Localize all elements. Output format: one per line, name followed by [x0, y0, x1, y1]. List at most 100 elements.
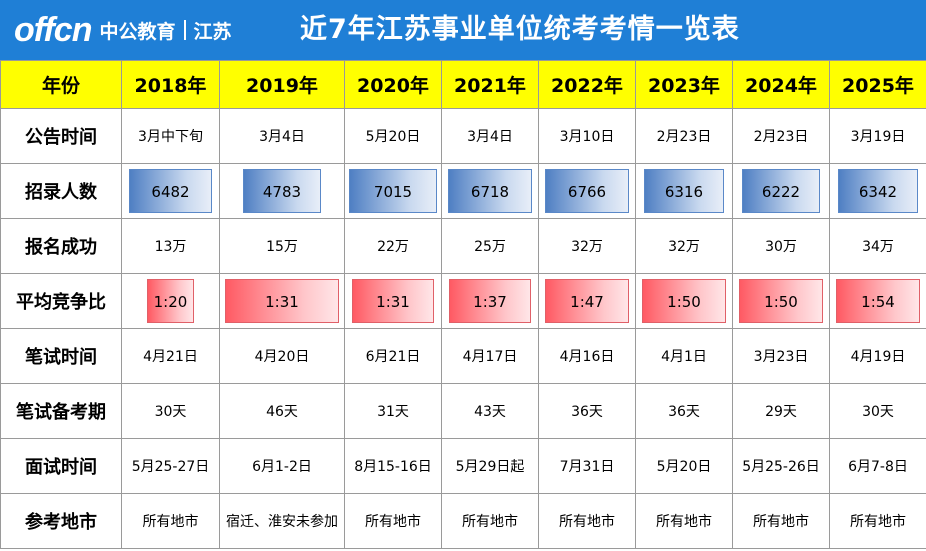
table-cell: 43天 — [441, 383, 539, 439]
table-cell: 6月7-8日 — [829, 438, 926, 494]
ratio-bar: 1:20 — [147, 279, 194, 323]
applicants-row: 报名成功 13万 15万 22万 25万 32万 32万 30万 34万 — [0, 218, 926, 274]
table-cell: 6月1-2日 — [219, 438, 345, 494]
table-cell: 8月15-16日 — [344, 438, 442, 494]
table-cell: 所有地市 — [538, 493, 636, 549]
competition-ratio-row: 平均竞争比 1:20 1:31 1:31 1:37 1:47 1:50 1:50 1:54 — [0, 273, 926, 329]
year-cell: 2025年 — [829, 60, 926, 109]
table-cell: 所有地市 — [121, 493, 220, 549]
recruit-bar: 7015 — [348, 169, 438, 213]
table-cell: 5月25-27日 — [121, 438, 220, 494]
year-cell: 2021年 — [441, 60, 539, 109]
corner-cell: 年份 — [0, 60, 122, 109]
table-cell: 7015 — [344, 163, 442, 219]
recruit-bar: 6222 — [741, 169, 821, 213]
row-label: 平均竞争比 — [0, 273, 122, 329]
table-cell: 1:50 — [635, 273, 733, 329]
year-cell: 2020年 — [344, 60, 442, 109]
logo-region: 江苏 — [193, 20, 232, 43]
recruit-bar: 6718 — [447, 169, 533, 213]
table-cell: 4月1日 — [635, 328, 733, 384]
table-cell: 所有地市 — [344, 493, 442, 549]
year-cell: 2022年 — [538, 60, 636, 109]
table-cell: 32万 — [538, 218, 636, 274]
logo-divider — [183, 20, 186, 40]
table-cell: 5月20日 — [344, 108, 442, 164]
logo-text: offcn — [14, 11, 92, 49]
table-cell: 4月19日 — [829, 328, 926, 384]
announce-date-row: 公告时间 3月中下旬 3月4日 5月20日 3月4日 3月10日 2月23日 2月23日 3月1… — [0, 108, 926, 164]
page-title: 近7年江苏事业单位统考考情一览表 — [300, 14, 740, 45]
logo-cn: 中公教育 — [99, 20, 176, 43]
table-cell: 4月21日 — [121, 328, 220, 384]
ratio-bar: 1:54 — [835, 279, 921, 323]
table-cell: 5月29日起 — [441, 438, 539, 494]
row-label: 笔试时间 — [0, 328, 122, 384]
recruit-bar: 6342 — [838, 169, 918, 213]
year-cell: 2023年 — [635, 60, 733, 109]
row-label: 面试时间 — [0, 438, 122, 494]
table-cell: 所有地市 — [635, 493, 733, 549]
row-label: 招录人数 — [0, 163, 122, 219]
prep-period-row: 笔试备考期 30天 46天 31天 43天 36天 36天 29天 30天 — [0, 383, 926, 439]
table-cell: 7月31日 — [538, 438, 636, 494]
ratio-bar: 1:50 — [641, 279, 727, 323]
table-cell: 6718 — [441, 163, 539, 219]
table-cell: 3月4日 — [441, 108, 539, 164]
table-cell: 1:31 — [344, 273, 442, 329]
table-cell: 34万 — [829, 218, 926, 274]
table-cell: 所有地市 — [829, 493, 926, 549]
table-cell: 3月23日 — [732, 328, 830, 384]
recruit-bar: 6482 — [128, 169, 213, 213]
table-cell: 25万 — [441, 218, 539, 274]
table-cell: 6342 — [829, 163, 926, 219]
table-cell: 3月19日 — [829, 108, 926, 164]
table-cell: 31天 — [344, 383, 442, 439]
table-cell: 30万 — [732, 218, 830, 274]
table-cell: 3月4日 — [219, 108, 345, 164]
recruit-bar: 6316 — [644, 169, 724, 213]
table-cell: 29天 — [732, 383, 830, 439]
table-cell: 1:47 — [538, 273, 636, 329]
table-cell: 36天 — [635, 383, 733, 439]
participating-cities-row: 参考地市 所有地市 宿迁、淮安未参加 所有地市 所有地市 所有地市 所有地市 所有地市 所有地市 — [0, 493, 926, 549]
row-label: 报名成功 — [0, 218, 122, 274]
table-cell: 1:54 — [829, 273, 926, 329]
table-cell: 所有地市 — [732, 493, 830, 549]
table-cell: 30天 — [121, 383, 220, 439]
row-label: 公告时间 — [0, 108, 122, 164]
recruit-count-row: 招录人数 6482 4783 7015 6718 6766 6316 6222 6342 — [0, 163, 926, 219]
header-banner: offcn 中公教育 江苏 近7年江苏事业单位统考考情一览表 — [0, 0, 926, 60]
year-cell: 2024年 — [732, 60, 830, 109]
table-cell: 1:50 — [732, 273, 830, 329]
ratio-bar: 1:31 — [224, 279, 340, 323]
recruit-bar: 6766 — [544, 169, 630, 213]
table-cell: 6316 — [635, 163, 733, 219]
table-cell: 4月17日 — [441, 328, 539, 384]
table-cell: 3月中下旬 — [121, 108, 220, 164]
year-cell: 2018年 — [121, 60, 220, 109]
table-cell: 32万 — [635, 218, 733, 274]
table-cell: 30天 — [829, 383, 926, 439]
table-cell: 3月10日 — [538, 108, 636, 164]
table-cell: 6766 — [538, 163, 636, 219]
table-cell: 36天 — [538, 383, 636, 439]
table-cell: 5月25-26日 — [732, 438, 830, 494]
year-cell: 2019年 — [219, 60, 345, 109]
table-cell: 1:37 — [441, 273, 539, 329]
table-cell: 所有地市 — [441, 493, 539, 549]
ratio-bar: 1:47 — [544, 279, 630, 323]
table-cell: 13万 — [121, 218, 220, 274]
row-label: 笔试备考期 — [0, 383, 122, 439]
written-exam-date-row: 笔试时间 4月21日 4月20日 6月21日 4月17日 4月16日 4月1日 3月23日 4月… — [0, 328, 926, 384]
table-cell: 1:20 — [121, 273, 220, 329]
table-cell: 6月21日 — [344, 328, 442, 384]
table-cell: 4月16日 — [538, 328, 636, 384]
recruit-bar: 4783 — [242, 169, 322, 213]
exam-info-table: 年份 2018年 2019年 2020年 2021年 2022年 2023年 2… — [0, 60, 926, 549]
table-cell: 6222 — [732, 163, 830, 219]
table-cell: 22万 — [344, 218, 442, 274]
table-cell: 5月20日 — [635, 438, 733, 494]
ratio-bar: 1:37 — [449, 279, 531, 323]
row-label: 参考地市 — [0, 493, 122, 549]
